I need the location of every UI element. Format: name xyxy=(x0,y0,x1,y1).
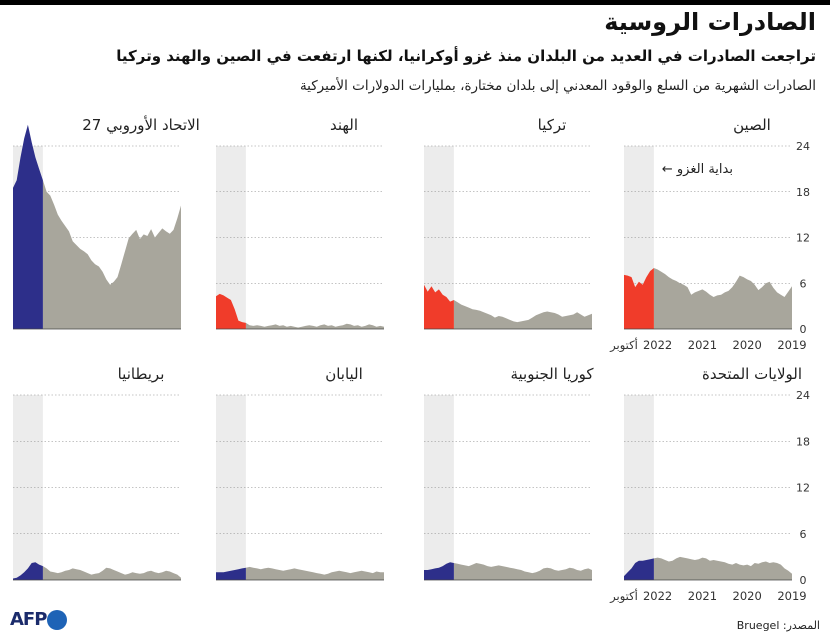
post-invasion-area xyxy=(453,563,592,580)
post-invasion-area xyxy=(245,566,384,580)
post-invasion-area xyxy=(245,322,384,329)
chart-panel: كوريا الجنوبية xyxy=(424,365,594,581)
x-tick-label: 2020 xyxy=(733,338,762,352)
source-note: المصدر: Bruegel xyxy=(736,619,820,632)
x-tick-label: 2019 xyxy=(777,589,806,603)
y-tick-label: 24 xyxy=(796,140,810,153)
y-tick-label: 12 xyxy=(796,232,810,245)
post-invasion-area xyxy=(653,268,792,329)
afp-logo-text: AFP xyxy=(10,609,47,630)
chart-panel: الهند xyxy=(216,116,384,330)
pre-invasion-area xyxy=(424,562,454,580)
y-tick-label: 0 xyxy=(800,574,807,587)
post-invasion-area xyxy=(653,556,792,580)
post-invasion-area xyxy=(42,566,182,580)
x-tick-label: 2022 xyxy=(643,589,672,603)
panel-title: الصين xyxy=(733,116,771,134)
panel-title: بريطانيا xyxy=(118,365,165,383)
chart-panel: بريطانيا xyxy=(13,365,182,581)
afp-logo-dot xyxy=(47,609,68,630)
post-invasion-area xyxy=(42,180,182,329)
panel-title: الولايات المتحدة xyxy=(702,365,802,383)
chart-panel: تركيا xyxy=(424,116,592,330)
panel-title: تركيا xyxy=(538,116,567,134)
page-title: الصادرات الروسية xyxy=(604,8,816,36)
invasion-annotation: ← بداية الغزو xyxy=(662,162,733,177)
x-tick-label: أكتوبر xyxy=(609,588,638,604)
y-tick-label: 6 xyxy=(800,277,807,290)
pre-invasion-area xyxy=(216,567,246,580)
y-tick-label: 18 xyxy=(796,435,810,448)
y-tick-label: 24 xyxy=(796,389,810,402)
x-tick-label: أكتوبر xyxy=(609,337,638,353)
y-tick-label: 0 xyxy=(800,323,807,336)
x-tick-label: 2022 xyxy=(643,338,672,352)
pre-invasion-area xyxy=(624,268,654,329)
chart-panel: الصين 0 6 12 18 24 2019 2020 2021 2022 أكتوبر ← بدا… xyxy=(609,116,810,353)
chart-description: الصادرات الشهرية من السلع والوقود المعدن… xyxy=(299,78,816,94)
y-tick-label: 12 xyxy=(796,482,810,495)
subtitle: تراجعت الصادرات في العديد من البلدان منذ… xyxy=(116,47,816,65)
panel-title: اليابان xyxy=(325,365,363,383)
afp-logo: AFP xyxy=(10,609,68,630)
y-tick-label: 18 xyxy=(796,186,810,199)
pre-invasion-area xyxy=(13,562,43,580)
top-rule xyxy=(0,0,830,5)
panel-title: الهند xyxy=(330,116,358,134)
chart-panel: الولايات المتحدة 0 6 12 18 24 2019 2020 2021 2022… xyxy=(609,365,810,604)
pre-invasion-area xyxy=(13,124,43,329)
y-tick-label: 6 xyxy=(800,528,807,541)
pre-invasion-area xyxy=(216,293,246,329)
post-invasion-area xyxy=(453,300,592,329)
x-tick-label: 2019 xyxy=(777,338,806,352)
pre-invasion-area xyxy=(424,284,454,329)
panel-title: الاتحاد الأوروبي 27 xyxy=(82,115,200,135)
chart-panel: اليابان xyxy=(216,365,384,581)
x-tick-label: 2021 xyxy=(688,338,717,352)
chart-panel: الاتحاد الأوروبي 27 xyxy=(13,115,200,330)
x-tick-label: 2021 xyxy=(688,589,717,603)
x-tick-label: 2020 xyxy=(733,589,762,603)
panel-title: كوريا الجنوبية xyxy=(510,365,594,383)
pre-invasion-area xyxy=(624,558,654,580)
